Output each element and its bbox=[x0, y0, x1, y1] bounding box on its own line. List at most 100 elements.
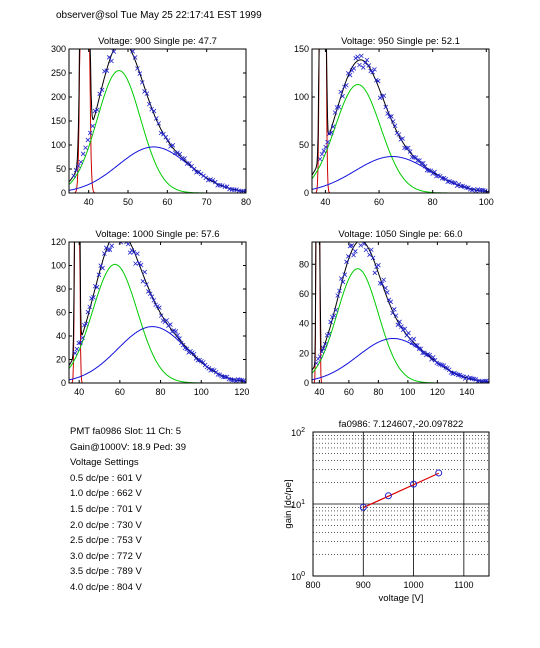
y-tick-label: 100 bbox=[51, 261, 66, 271]
data-point bbox=[96, 272, 102, 278]
data-point bbox=[379, 281, 385, 286]
data-point bbox=[220, 183, 225, 188]
x-tick-label: 40 bbox=[84, 197, 94, 207]
data-point bbox=[215, 372, 221, 377]
y-tick-label: 20 bbox=[299, 348, 309, 358]
data-point bbox=[76, 163, 81, 169]
data-point bbox=[157, 305, 162, 310]
data-point bbox=[375, 78, 381, 84]
histogram-fit-panel: Voltage: 1000 Single pe: 57.6 40 60 80 100 12… bbox=[51, 229, 249, 397]
data-point bbox=[109, 58, 114, 64]
data-point bbox=[360, 65, 366, 70]
data-point bbox=[427, 352, 432, 358]
x-tick-label: 60 bbox=[162, 197, 172, 207]
data-point bbox=[409, 154, 415, 160]
y-tick-label: 101 bbox=[291, 499, 305, 510]
total-fit-curve bbox=[69, 49, 246, 192]
x-tick-label: 120 bbox=[234, 387, 249, 397]
x-tick-label: 100 bbox=[479, 197, 494, 207]
data-point bbox=[395, 322, 401, 328]
data-point bbox=[132, 55, 138, 60]
y-tick-label: 150 bbox=[294, 44, 309, 54]
x-tick-label: 80 bbox=[241, 197, 251, 207]
data-point bbox=[392, 123, 398, 129]
y-tick-label: 0 bbox=[304, 188, 309, 198]
setting-row: 0.5 dc/pe : 601 V bbox=[70, 472, 142, 484]
data-point bbox=[151, 108, 157, 114]
data-point bbox=[323, 144, 328, 150]
x-tick-label: 40 bbox=[74, 387, 84, 397]
data-point bbox=[109, 243, 115, 249]
axes-frame bbox=[68, 241, 247, 384]
data-point bbox=[390, 119, 396, 124]
data-point bbox=[195, 357, 201, 363]
data-point bbox=[413, 342, 418, 348]
panel-title: Voltage: 950 Single pe: 52.1 bbox=[341, 36, 460, 47]
data-point bbox=[336, 104, 342, 110]
y-tick-label: 120 bbox=[51, 237, 66, 247]
data-point bbox=[106, 55, 112, 60]
data-point bbox=[147, 291, 153, 297]
data-point bbox=[381, 93, 387, 99]
data-point bbox=[138, 262, 144, 268]
axes-frame bbox=[311, 241, 490, 384]
data-point bbox=[175, 332, 180, 338]
data-point bbox=[83, 321, 89, 327]
data-point bbox=[146, 101, 152, 107]
data-point bbox=[393, 313, 399, 318]
data-point bbox=[385, 111, 390, 116]
data-point bbox=[477, 187, 482, 193]
setting-row: 1.5 dc/pe : 701 V bbox=[70, 503, 142, 515]
data-point bbox=[165, 138, 171, 143]
x-tick-label: 1000 bbox=[404, 580, 424, 590]
data-point bbox=[104, 68, 110, 73]
x-tick-label: 100 bbox=[194, 387, 209, 397]
data-point bbox=[383, 104, 389, 110]
data-point bbox=[372, 270, 378, 276]
data-point bbox=[78, 340, 83, 345]
setting-row: 1.0 dc/pe : 662 V bbox=[70, 488, 142, 500]
data-point bbox=[397, 319, 402, 325]
data-point bbox=[439, 362, 445, 368]
data-point bbox=[99, 87, 105, 93]
data-point bbox=[85, 309, 91, 315]
data-point bbox=[485, 379, 489, 383]
data-point bbox=[366, 63, 372, 68]
data-point bbox=[222, 374, 228, 380]
y-tick-label: 40 bbox=[56, 331, 66, 341]
data-point bbox=[326, 331, 332, 337]
data-point bbox=[83, 145, 88, 151]
y-tick-label: 60 bbox=[56, 308, 66, 318]
gain-fit-line bbox=[363, 472, 439, 509]
data-point bbox=[71, 173, 77, 179]
data-point bbox=[139, 80, 145, 85]
y-tick-label: 100 bbox=[291, 571, 305, 582]
data-point bbox=[370, 69, 375, 75]
data-point bbox=[370, 255, 376, 261]
data-point bbox=[369, 247, 374, 253]
y-tick-label: 250 bbox=[51, 68, 66, 78]
x-tick-label: 80 bbox=[428, 197, 438, 207]
data-point bbox=[342, 272, 348, 277]
data-point bbox=[452, 180, 458, 186]
data-point bbox=[359, 53, 364, 59]
data-point bbox=[399, 324, 404, 329]
data-point bbox=[163, 134, 169, 140]
x-tick-label: 120 bbox=[430, 387, 445, 397]
x-tick-label: 70 bbox=[202, 197, 212, 207]
histogram-fit-panel: Voltage: 950 Single pe: 52.1 40 60 80 100 0 50… bbox=[294, 36, 494, 207]
y-tick-label: 150 bbox=[51, 116, 66, 126]
x-axis-label: voltage [V] bbox=[379, 593, 424, 604]
data-point bbox=[361, 242, 367, 247]
data-point bbox=[97, 91, 102, 97]
data-point bbox=[387, 114, 392, 119]
data-point bbox=[351, 66, 357, 71]
data-point bbox=[344, 259, 349, 265]
data-point bbox=[407, 336, 413, 342]
setting-row: 2.0 dc/pe : 730 V bbox=[70, 519, 142, 531]
y-tick-label: 300 bbox=[51, 44, 66, 54]
plot-area bbox=[69, 242, 246, 383]
data-point bbox=[344, 82, 349, 88]
single-pe-fit-curve bbox=[312, 268, 489, 383]
data-point bbox=[175, 150, 180, 156]
